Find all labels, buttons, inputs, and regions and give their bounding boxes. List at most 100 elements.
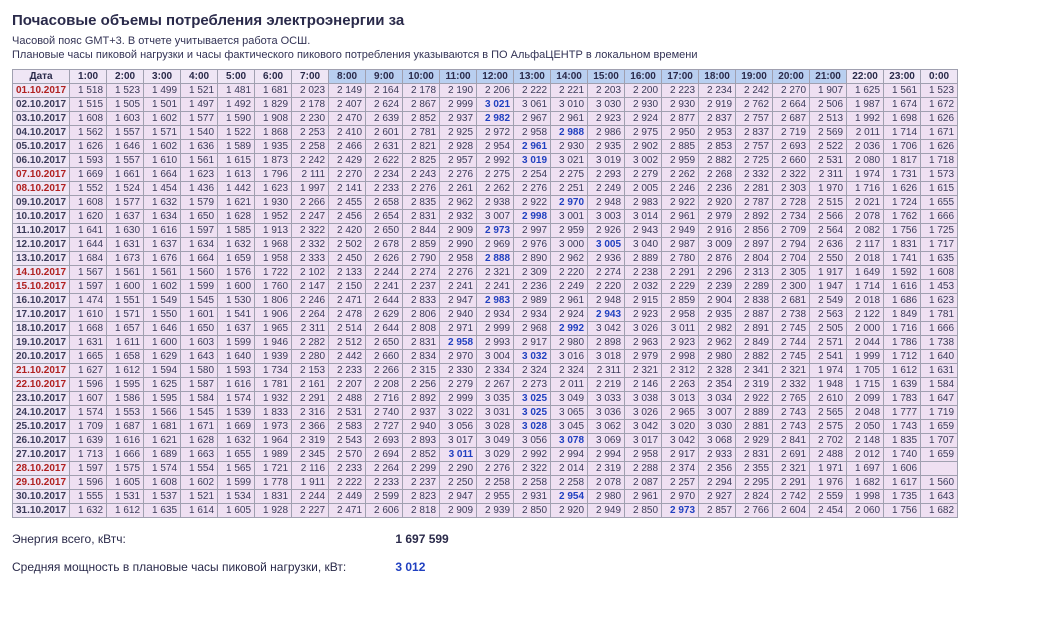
date-cell: 01.10.2017 [13,84,70,98]
value-cell: 1 913 [255,224,292,238]
value-cell: 2 693 [773,140,810,154]
value-cell: 1 698 [884,112,921,126]
value-cell: 1 599 [181,280,218,294]
value-cell: 2 273 [514,378,551,392]
value-cell: 3 019 [588,154,625,168]
table-row: 15.10.20171 5971 6001 6021 5991 6001 760… [13,280,958,294]
value-cell: 2 230 [292,112,329,126]
value-cell: 2 570 [329,448,366,462]
value-cell: 1 631 [107,238,144,252]
value-cell: 2 924 [625,112,662,126]
value-cell: 2 994 [551,448,588,462]
value-cell: 2 968 [514,322,551,336]
date-cell: 25.10.2017 [13,420,70,434]
value-cell: 1 971 [810,462,847,476]
value-cell: 2 206 [477,84,514,98]
value-cell: 1 735 [884,490,921,504]
value-cell: 3 033 [588,392,625,406]
value-cell: 3 028 [477,420,514,434]
value-cell: 1 610 [144,154,181,168]
value-cell: 2 857 [699,504,736,518]
value-cell: 1 574 [70,406,107,420]
value-cell: 2 931 [514,490,551,504]
value-cell: 1 640 [921,350,958,364]
value-cell: 2 078 [588,476,625,490]
value-cell: 2 330 [440,364,477,378]
value-cell: 2 856 [736,224,773,238]
value-cell: 1 602 [181,476,218,490]
value-cell: 2 909 [440,224,477,238]
col-hour: 15:00 [588,70,625,84]
value-cell: 1 562 [70,126,107,140]
value-cell: 2 982 [699,322,736,336]
value-cell: 2 300 [773,280,810,294]
value-cell: 2 514 [329,322,366,336]
value-cell: 2 223 [662,84,699,98]
value-cell: 2 943 [625,224,662,238]
value-cell: 2 583 [329,420,366,434]
value-cell: 2 488 [329,392,366,406]
table-row: 04.10.20171 5621 5571 5711 5401 5221 868… [13,126,958,140]
value-cell: 2 264 [292,308,329,322]
value-cell: 2 233 [366,476,403,490]
value-cell: 2 626 [366,252,403,266]
value-cell: 1 655 [921,196,958,210]
value-cell: 3 028 [514,420,551,434]
value-cell: 2 294 [699,476,736,490]
value-cell: 3 035 [477,392,514,406]
value-cell: 1 783 [884,392,921,406]
value-cell: 2 454 [810,504,847,518]
value-cell: 1 781 [921,308,958,322]
value-cell: 1 597 [70,280,107,294]
value-cell: 1 615 [218,154,255,168]
value-cell: 1 640 [218,350,255,364]
value-cell: 2 200 [625,84,662,98]
value-cell: 2 303 [773,182,810,196]
value-cell: 2 831 [403,210,440,224]
value-cell: 1 760 [255,280,292,294]
date-cell: 16.10.2017 [13,294,70,308]
value-cell: 2 948 [588,196,625,210]
value-cell: 2 929 [736,434,773,448]
value-cell: 3 001 [551,210,588,224]
value-cell: 2 279 [625,168,662,182]
value-cell: 2 311 [292,322,329,336]
value-cell: 2 564 [810,224,847,238]
value-cell: 1 596 [70,378,107,392]
summary-energy: Энергия всего, кВтч: 1 697 599 [12,532,449,546]
value-cell: 2 238 [625,266,662,280]
value-cell: 2 780 [662,252,699,266]
value-cell: 2 892 [403,392,440,406]
value-cell: 1 523 [107,84,144,98]
value-cell: 2 961 [514,140,551,154]
value-cell: 2 976 [514,238,551,252]
value-cell: 1 560 [921,476,958,490]
value-cell: 1 597 [70,462,107,476]
value-cell: 1 706 [884,140,921,154]
value-cell: 2 963 [625,336,662,350]
value-cell: 2 734 [773,210,810,224]
value-cell: 3 040 [625,238,662,252]
value-cell: 1 635 [144,504,181,518]
value-cell: 1 616 [107,434,144,448]
value-cell: 2 234 [366,168,403,182]
value-cell: 2 757 [736,140,773,154]
value-cell: 2 765 [773,392,810,406]
value-cell: 2 992 [477,154,514,168]
value-cell: 1 786 [884,336,921,350]
value-cell: 1 964 [255,434,292,448]
value-cell: 3 004 [477,350,514,364]
value-cell: 2 328 [699,364,736,378]
value-cell: 2 719 [773,126,810,140]
value-cell: 1 612 [884,364,921,378]
value-cell: 1 501 [144,98,181,112]
value-cell: 2 243 [403,168,440,182]
value-cell: 1 946 [255,336,292,350]
value-cell: 2 742 [773,490,810,504]
value-cell: 1 939 [255,350,292,364]
summary-avg-label: Средняя мощность в плановые часы пиковой… [12,560,392,574]
value-cell: 2 979 [625,350,662,364]
value-cell: 1 676 [144,252,181,266]
value-cell: 2 050 [847,420,884,434]
value-cell: 2 980 [699,350,736,364]
